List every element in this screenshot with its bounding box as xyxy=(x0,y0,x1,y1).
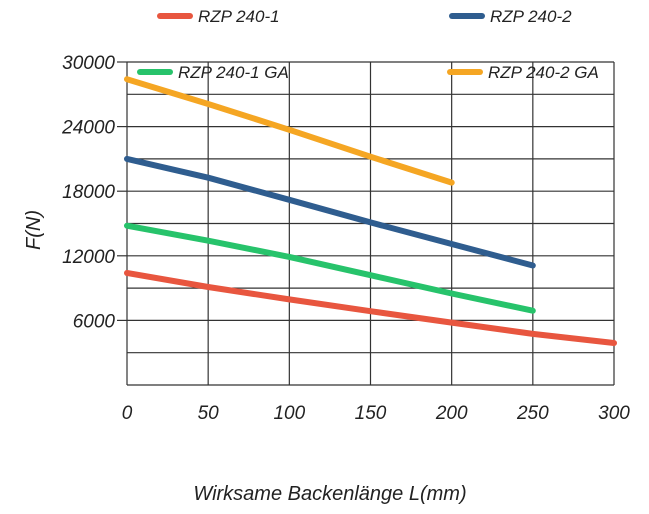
x-axis-ticks: 0 50 100 150 200 250 300 xyxy=(122,403,631,424)
series-line-2 xyxy=(124,155,536,269)
series-lines xyxy=(124,76,617,346)
x-tick-label: 300 xyxy=(598,403,630,424)
series-line-1 xyxy=(124,270,617,346)
x-tick-label: 250 xyxy=(516,403,549,424)
legend-label: RZP 240-1 GA xyxy=(178,63,289,82)
x-tick-label: 100 xyxy=(273,403,305,424)
y-tick-label: 18000 xyxy=(62,182,115,203)
y-tick-label: 24000 xyxy=(61,118,115,139)
x-tick-label: 200 xyxy=(435,403,468,424)
y-tick-label: 30000 xyxy=(62,53,115,74)
legend-item: RZP 240-2 xyxy=(449,7,572,26)
y-tick-label: 6000 xyxy=(73,311,116,332)
legend-label: RZP 240-2 xyxy=(490,7,572,26)
y-tick-label: 12000 xyxy=(62,247,115,268)
y-axis-ticks: 6000 12000 18000 24000 30000 xyxy=(61,53,115,332)
series-line-3 xyxy=(124,222,536,314)
legend: RZP 240-1 RZP 240-2 RZP 240-1 GA RZP 240-2 … xyxy=(137,7,599,82)
legend-item: RZP 240-2 GA xyxy=(447,63,599,82)
legend-label: RZP 240-1 xyxy=(198,7,280,26)
legend-label: RZP 240-2 GA xyxy=(488,63,599,82)
legend-item: RZP 240-1 GA xyxy=(137,63,289,82)
legend-item: RZP 240-1 xyxy=(157,7,280,26)
x-tick-label: 0 xyxy=(122,403,133,424)
x-tick-label: 50 xyxy=(198,403,220,424)
x-tick-label: 150 xyxy=(355,403,387,424)
series-line-4 xyxy=(124,76,455,186)
y-axis-title: F(N) xyxy=(23,210,45,250)
x-axis-title: Wirksame Backenlänge L(mm) xyxy=(193,483,466,505)
